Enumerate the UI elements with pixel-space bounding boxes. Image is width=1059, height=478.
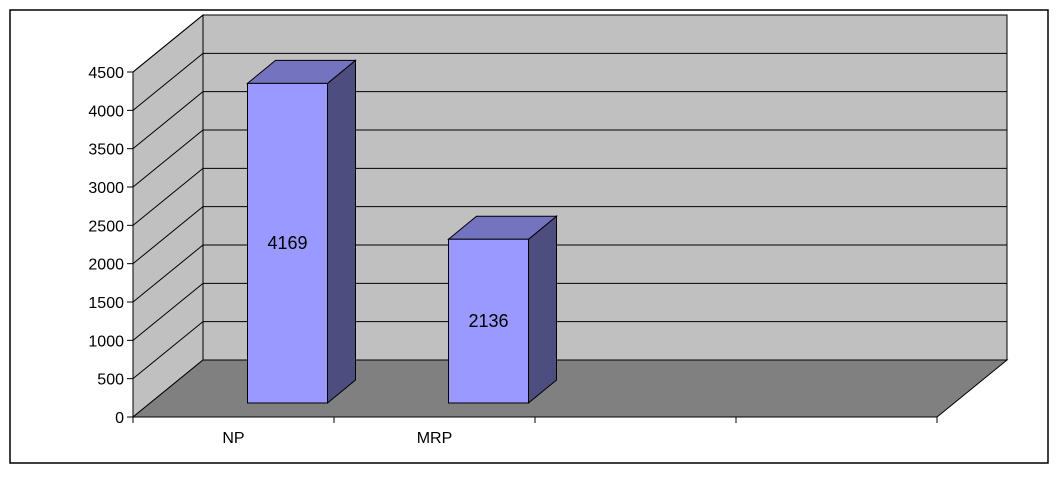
x-axis: NP MRP bbox=[132, 416, 938, 447]
y-tick-label: 500 bbox=[97, 372, 124, 389]
gridline bbox=[132, 91, 1007, 150]
gridline bbox=[132, 129, 1007, 188]
y-tick-label: 2500 bbox=[88, 218, 124, 235]
gridline bbox=[132, 282, 1007, 341]
y-tick-label: 4500 bbox=[88, 65, 124, 82]
bar: 4169 bbox=[246, 59, 357, 405]
y-tick-label: 2000 bbox=[88, 257, 124, 274]
bar-side-face bbox=[528, 215, 557, 405]
y-tick-label: 1000 bbox=[88, 333, 124, 350]
bar-front-face bbox=[448, 238, 529, 404]
bar-data-label: 2136 bbox=[468, 311, 508, 331]
bar-series: 4169 2136 bbox=[246, 59, 558, 405]
y-tick-label: 0 bbox=[115, 410, 124, 427]
x-tick-label: NP bbox=[222, 430, 244, 447]
gridline bbox=[132, 167, 1007, 226]
gridline bbox=[132, 52, 1007, 111]
y-axis: 0 500 1000 1500 2000 2500 3000 3500 4000 4500 bbox=[88, 65, 134, 427]
bar-data-label: 4169 bbox=[267, 233, 307, 253]
gridline bbox=[132, 206, 1007, 265]
y-tick-label: 4000 bbox=[88, 103, 124, 120]
bar-side-face bbox=[327, 59, 356, 405]
bar-front-face bbox=[247, 82, 328, 404]
gridline bbox=[132, 14, 1007, 73]
y-tick-label: 1500 bbox=[88, 295, 124, 312]
bar: 2136 bbox=[447, 215, 558, 405]
gridlines bbox=[132, 14, 1007, 380]
x-tick-label: MRP bbox=[417, 430, 453, 447]
y-tick-label: 3000 bbox=[88, 180, 124, 197]
gridline bbox=[132, 244, 1007, 303]
gridline bbox=[132, 321, 1007, 380]
side-wall bbox=[132, 13, 204, 419]
y-tick-label: 3500 bbox=[88, 142, 124, 159]
